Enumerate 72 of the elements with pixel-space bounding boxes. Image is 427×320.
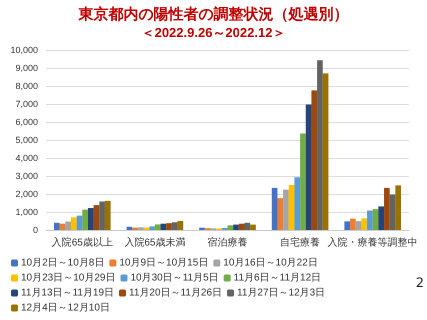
bar [277,198,284,230]
y-tick-label: 4,000 [15,153,38,163]
bar [154,224,161,230]
x-tick-label: 入院65歳未満 [124,236,186,248]
bar [228,225,234,230]
bar [350,218,356,230]
y-tick-label: 2,000 [15,189,38,199]
bar [283,190,289,230]
legend-label: 11月20日～11月26日 [129,288,222,298]
x-tick-label: 入院・療養等調整中 [328,236,418,248]
legend-label: 11月13日～11月19日 [21,288,114,298]
bar [288,185,294,230]
y-tick-label: 7,000 [15,99,38,109]
bar [372,209,378,230]
bar [88,208,94,230]
y-tick-label: 0 [32,225,38,235]
bar [82,210,88,230]
bar [126,226,132,230]
bar [390,194,396,230]
bar [356,221,362,230]
bar [54,222,60,230]
bar [395,185,402,230]
bar [250,224,256,230]
y-tick-label: 6,000 [15,117,38,127]
bar [70,217,77,230]
bar [317,60,323,230]
bar [178,221,184,230]
x-tick-label: 宿泊療養 [208,236,248,248]
bar [311,90,318,230]
bar [322,73,328,230]
y-tick-label: 1,000 [15,207,38,217]
y-tick-label: 8,000 [15,81,38,91]
y-tick-label: 10,000 [10,45,38,55]
bar [367,210,373,230]
bar [306,104,312,230]
y-tick-label: 3,000 [15,171,38,181]
bar [65,222,71,230]
bar [233,224,239,230]
legend-label: 10月30日～11月5日 [130,272,219,284]
chart-title: 東京都内の陽性者の調整状況（処遇別） [78,5,348,23]
bar [172,222,178,230]
bar [160,224,166,230]
bar [104,200,111,230]
legend-label: 11月27日～12月3日 [237,288,326,298]
legend-label: 11月6日～11月12日 [234,272,322,284]
bar [361,218,368,230]
bar [99,202,105,230]
legend-label: 12月4日～12月10日 [21,302,110,314]
legend-label: 10月9日～10月15日 [119,258,208,268]
legend-label: 10月23日～10月29日 [21,272,116,284]
x-tick-label: 入院65歳以上 [52,236,113,248]
bar [244,222,250,230]
legend-label: 10月16日～10月22日 [223,258,318,268]
bar [238,224,244,230]
bar [300,134,306,230]
x-tick-label: 自宅療養 [280,236,320,248]
bar [138,227,144,230]
chart-subtitle: ＜2022.9.26～2022.12＞ [142,25,286,40]
bar [378,206,384,230]
y-tick-label: 5,000 [15,135,38,145]
text: 2 [416,276,424,291]
bar [344,221,350,230]
legend-label: 10月2日～10月8日 [21,258,104,268]
bar [149,226,155,230]
bar [60,224,66,230]
bar [76,216,82,230]
bar [384,188,390,230]
bar [294,177,300,230]
bar [272,188,278,230]
y-tick-label: 9,000 [15,63,38,73]
bar [94,205,100,230]
bar [166,223,172,230]
